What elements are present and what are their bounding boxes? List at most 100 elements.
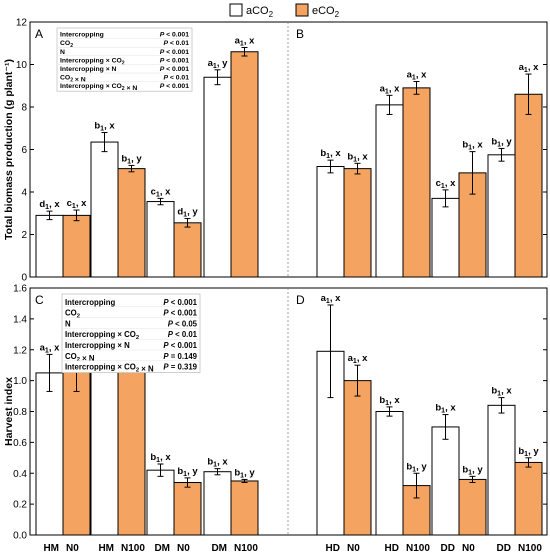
significance-label: a1, x (348, 353, 368, 365)
bar-eCO2 (230, 480, 259, 536)
significance-label: b1, y (462, 464, 483, 476)
x-label-group: HD (326, 543, 340, 554)
stats-p: P < 0.05 (168, 319, 198, 328)
x-label-n: N100 (406, 543, 430, 554)
stats-term: CO2 (65, 309, 81, 320)
bar-aCO2 (90, 355, 119, 536)
significance-label: d1, y (177, 207, 198, 219)
significance-label: b1, x (320, 148, 341, 160)
panel-letter: A (35, 27, 43, 41)
bar-aCO2 (487, 404, 516, 536)
stats-term: N (65, 319, 71, 328)
significance-label: c1, x (67, 198, 87, 210)
bar-aCO2 (203, 76, 232, 278)
y-tick-label: 2 (21, 230, 27, 241)
significance-label: c1, x (151, 186, 171, 198)
stats-p: P < 0.001 (160, 83, 190, 90)
y-tick-label: 0.4 (13, 469, 27, 480)
stats-term: Intercropping × CO2 (60, 57, 125, 66)
x-label-n: N0 (462, 543, 475, 554)
stats-box (61, 293, 201, 373)
significance-label: d1, x (39, 199, 60, 211)
significance-label: b1, y (177, 466, 198, 478)
bar-eCO2 (62, 370, 91, 536)
y-tick-label: 1.6 (13, 284, 27, 295)
stats-table: Intercropping P < 0.001 CO2 P < 0.01 N P < 0.… (56, 27, 193, 92)
bar-aCO2 (316, 166, 345, 278)
significance-label: b1, y (491, 136, 512, 148)
y-tick-label: 1.4 (13, 314, 27, 325)
significance-label: b1, x (462, 140, 483, 152)
bar-aCO2 (203, 471, 232, 536)
stats-term: Intercropping × CO2 (65, 330, 140, 341)
bar-eCO2 (402, 87, 431, 278)
legend-swatch-0 (229, 3, 243, 17)
legend: aCO2 eCO2 (229, 3, 340, 19)
stats-p: P < 0.01 (163, 40, 189, 47)
y-tick-label: 1.2 (13, 345, 27, 356)
significance-label: a1, x (235, 36, 255, 48)
bar-aCO2 (375, 104, 404, 278)
stats-term: Intercropping × N (65, 341, 130, 350)
bar-eCO2 (343, 168, 372, 278)
y-tick-label: 4 (21, 188, 27, 199)
stats-p: P = 0.319 (163, 363, 197, 372)
stats-p: P < 0.001 (163, 298, 197, 307)
stats-term: Intercropping (65, 298, 115, 307)
legend-label-1: eCO2 (312, 5, 340, 19)
bar-eCO2 (117, 168, 146, 278)
bar-eCO2 (514, 461, 543, 536)
y-tick-label: 6 (21, 145, 27, 156)
x-label-n: N100 (234, 543, 258, 554)
x-label-n: N100 (518, 543, 542, 554)
stats-p: P < 0.001 (163, 341, 197, 350)
stats-p: P < 0.001 (163, 309, 197, 318)
significance-label: b1, y (406, 461, 427, 473)
bar-aCO2 (90, 141, 119, 278)
stats-term: N (60, 49, 65, 56)
bar-aCO2 (431, 197, 460, 278)
significance-label: b1, y (121, 153, 142, 165)
stats-p: P < 0.001 (160, 32, 190, 39)
y-axis-label: Harvest index (3, 377, 15, 446)
y-tick-label: 0.2 (13, 500, 27, 511)
significance-label: a1, x (380, 83, 400, 95)
bar-aCO2 (35, 372, 64, 536)
y-tick-label: 1.0 (13, 376, 27, 387)
bar-aCO2 (35, 214, 64, 278)
bar-eCO2 (514, 93, 543, 278)
y-tick-label: 0 (21, 273, 27, 284)
y-tick-label: 0.0 (13, 531, 27, 542)
stats-table: Intercropping P < 0.001 CO2 P < 0.001 N P < 0… (61, 293, 201, 374)
stats-p: P = 0.149 (163, 352, 197, 361)
stats-term: Intercropping × CO2 × N (65, 363, 154, 374)
stats-term: Intercropping × CO2 × N (60, 83, 137, 92)
bar-eCO2 (173, 482, 202, 536)
bar-eCO2 (458, 478, 487, 536)
significance-label: b1, x (491, 386, 512, 398)
x-label-group: HM (98, 543, 114, 554)
significance-label: a1, y (208, 58, 228, 70)
significance-label: c1, x (436, 178, 456, 190)
bar-eCO2 (230, 51, 259, 278)
y-tick-label: 0.6 (13, 438, 27, 449)
legend-swatch-1 (295, 3, 309, 17)
x-axis-labels: HM N0 HM N100 DM N0 DM N100 HD N0 HD N100 DD N0 DD N100 (43, 543, 542, 554)
significance-label: a1, x (321, 293, 341, 305)
x-label-group: DM (211, 543, 227, 554)
stats-term: CO2 × N (65, 352, 95, 363)
x-label-n: N100 (121, 543, 145, 554)
x-label-n: N0 (347, 543, 360, 554)
legend-label-0: aCO2 (246, 5, 274, 19)
y-axis-label: Total biomass production (g plant⁻¹) (3, 59, 15, 240)
significance-label: a1, x (519, 62, 539, 74)
stats-term: CO2 × N (60, 75, 86, 84)
x-label-group: HD (385, 543, 399, 554)
bar-eCO2 (62, 214, 91, 278)
bar-aCO2 (431, 426, 460, 536)
x-label-group: HM (43, 543, 59, 554)
x-label-group: DM (154, 543, 170, 554)
significance-label: b1, x (94, 121, 115, 133)
bar-aCO2 (146, 469, 175, 536)
